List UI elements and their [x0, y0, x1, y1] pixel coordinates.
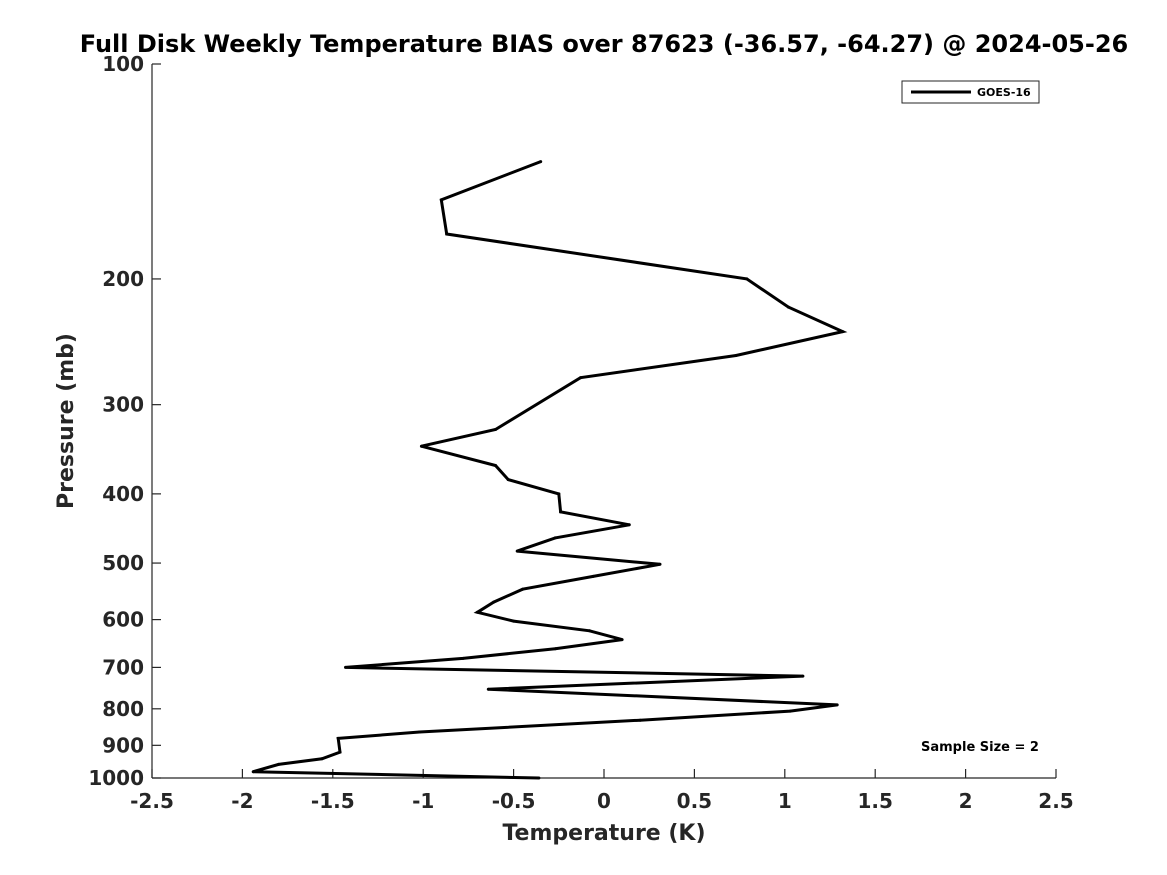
series-vertex: [521, 587, 525, 591]
x-tick-label: 1: [778, 789, 792, 813]
series-vertex: [553, 647, 557, 651]
series-vertex: [841, 330, 845, 334]
series-vertex: [553, 536, 557, 540]
series-points: [251, 160, 845, 780]
y-tick-label: 400: [102, 482, 144, 506]
series-vertex: [835, 703, 839, 707]
y-tick-label: 1000: [88, 766, 144, 790]
chart-title: Full Disk Weekly Temperature BIAS over 8…: [80, 30, 1128, 58]
x-tick-label: -2: [231, 789, 253, 813]
legend: GOES-16: [901, 80, 1040, 104]
series-vertex: [559, 510, 563, 514]
series-vertex: [658, 562, 662, 566]
series-vertex: [419, 444, 423, 448]
x-tick-label: -1.5: [311, 789, 355, 813]
series-vertex: [418, 730, 422, 734]
x-tick-label: 2: [959, 789, 973, 813]
series-vertex: [344, 665, 347, 669]
series-vertex: [494, 428, 497, 431]
y-tick-label: 700: [102, 655, 144, 679]
series-vertex: [336, 736, 340, 740]
series-vertex: [320, 757, 324, 761]
series-vertex: [512, 619, 516, 623]
series-vertex: [579, 376, 582, 380]
x-tick-label: -1: [412, 789, 434, 813]
series-vertex: [439, 198, 443, 202]
series-vertex: [277, 762, 281, 766]
y-tick-label: 100: [102, 52, 144, 76]
series-vertex: [620, 638, 624, 642]
x-tick-label: 2.5: [1038, 789, 1073, 813]
y-ticks: 100 200 300 400 500 600 700 800 900 1000: [88, 52, 161, 790]
series-vertex: [251, 770, 255, 774]
series-vertex: [588, 629, 591, 633]
plot-area: [152, 64, 1056, 778]
series-vertex: [638, 718, 642, 722]
y-tick-label: 600: [102, 608, 144, 632]
series-vertex: [475, 610, 479, 614]
x-tick-label: -0.5: [492, 789, 536, 813]
series-vertex: [745, 277, 749, 281]
x-axis-label: Temperature (K): [502, 821, 705, 846]
series-vertex: [591, 574, 595, 578]
x-tick-label: 1.5: [857, 789, 892, 813]
y-tick-label: 300: [102, 393, 144, 417]
series-vertex: [539, 160, 543, 164]
x-ticks: -2.5 -2 -1.5 -1 -0.5 0 0.5 1 1.5 2 2.5: [130, 769, 1074, 813]
series-vertex: [557, 492, 561, 496]
series-vertex: [786, 305, 790, 309]
series-vertex: [486, 687, 490, 691]
series-vertex: [788, 709, 792, 713]
y-tick-label: 800: [102, 697, 144, 721]
series-vertex: [734, 354, 738, 357]
sample-size-annotation: Sample Size = 2: [921, 740, 1039, 755]
series-vertex: [537, 776, 541, 780]
series-vertex: [627, 523, 631, 527]
series-vertex: [492, 600, 496, 604]
x-tick-label: 0.5: [677, 789, 712, 813]
x-tick-label: -2.5: [130, 789, 174, 813]
y-tick-label: 500: [102, 551, 144, 575]
series-vertex: [461, 656, 465, 660]
series-line-goes-16: [252, 160, 848, 780]
series-vertex: [515, 549, 519, 553]
y-axis-label: Pressure (mb): [54, 333, 79, 509]
x-tick-label: 0: [597, 789, 611, 813]
series-vertex: [801, 674, 805, 678]
series-vertex: [445, 232, 449, 236]
y-tick-label: 900: [102, 733, 144, 757]
series-vertex: [338, 750, 342, 754]
legend-entry-goes-16: GOES-16: [977, 86, 1031, 99]
series-vertex: [506, 478, 510, 482]
series-vertex: [494, 464, 497, 467]
y-tick-label: 200: [102, 267, 144, 291]
